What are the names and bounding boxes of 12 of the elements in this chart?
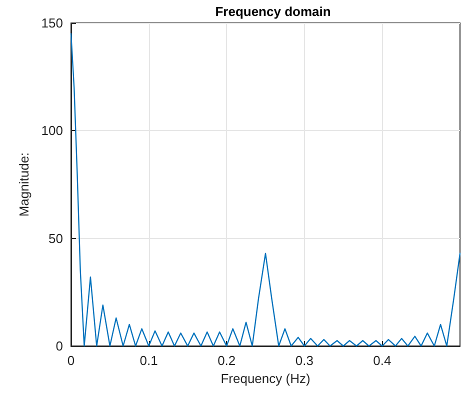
x-tick-label: 0.1 <box>140 353 158 368</box>
x-tick-label: 0.2 <box>218 353 236 368</box>
x-tick-label: 0 <box>67 353 75 368</box>
y-tick-label: 0 <box>56 338 63 354</box>
y-tick-label: 150 <box>41 16 63 30</box>
y-axis-title: Magnitude: <box>16 152 32 217</box>
x-tick-label: 0.3 <box>295 353 314 368</box>
chart-title: Frequency domain <box>215 4 331 19</box>
x-axis-title: Frequency (Hz) <box>220 371 310 386</box>
x-tick-label: 0.4 <box>373 353 392 368</box>
y-tick-label: 100 <box>41 123 63 138</box>
y-tick-label: 50 <box>48 230 63 246</box>
